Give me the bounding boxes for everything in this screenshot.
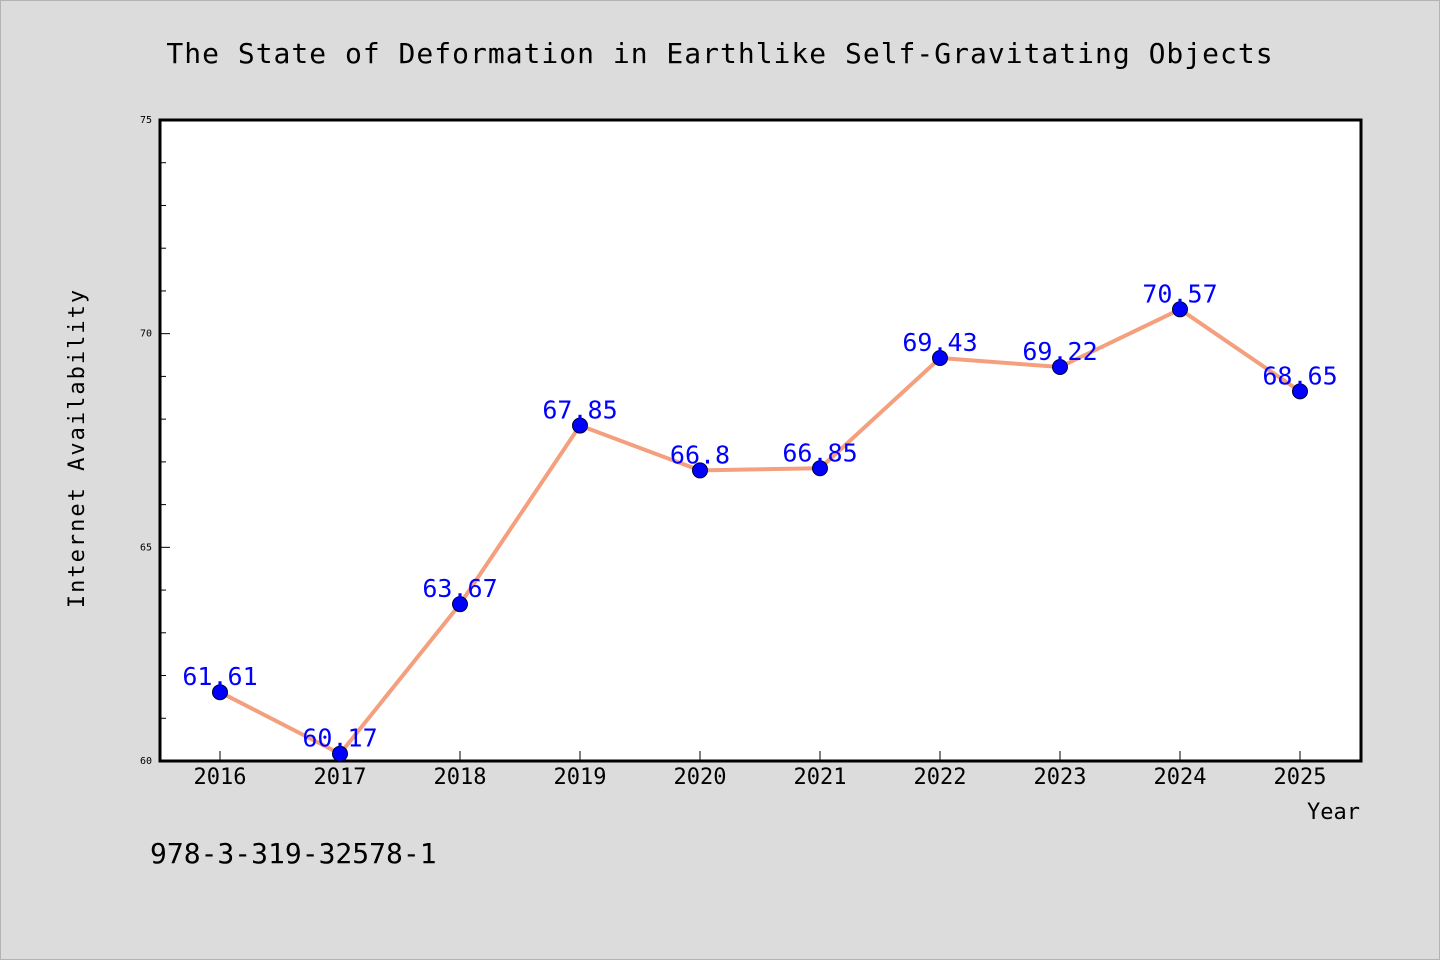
x-tick-label: 2018 xyxy=(434,765,487,790)
data-point xyxy=(572,417,588,434)
data-label: 68.65 xyxy=(1262,361,1337,390)
data-point xyxy=(1292,383,1308,400)
data-point xyxy=(932,350,948,367)
x-axis: 2016 2017 2018 2019 2020 2021 2022 2023 2024 2025 xyxy=(194,751,1327,790)
data-label: 61.61 xyxy=(182,662,257,691)
x-tick-label: 2025 xyxy=(1274,765,1327,790)
y-tick-label: 60 xyxy=(140,756,152,767)
data-point xyxy=(452,596,468,613)
data-point xyxy=(212,684,228,701)
x-axis-label: Year xyxy=(1307,800,1360,825)
data-label: 67.85 xyxy=(542,396,617,425)
data-label: 69.43 xyxy=(902,328,977,357)
x-tick-label: 2016 xyxy=(194,765,247,790)
x-tick-label: 2022 xyxy=(914,765,967,790)
data-point xyxy=(692,462,708,479)
isbn-code: 978-3-319-32578-1 xyxy=(150,837,437,870)
chart-title: The State of Deformation in Earthlike Se… xyxy=(166,37,1273,70)
data-label: 66.8 xyxy=(670,440,730,469)
data-label: 63.67 xyxy=(422,574,497,603)
data-label: 70.57 xyxy=(1142,279,1217,308)
y-axis: 60 65 70 75 xyxy=(140,115,170,767)
x-tick-label: 2023 xyxy=(1034,765,1087,790)
plot-area xyxy=(158,118,1363,763)
y-tick-label: 65 xyxy=(140,542,152,553)
data-label: 66.85 xyxy=(782,438,857,467)
x-tick-label: 2019 xyxy=(554,765,607,790)
data-point xyxy=(332,745,348,762)
data-label: 60.17 xyxy=(302,724,377,753)
series-layer: 61.61 60.17 63.67 67.85 66.8 66.85 69.43 69.22 7… xyxy=(182,279,1338,762)
data-point xyxy=(1172,301,1188,318)
y-axis-label: Internet Availability xyxy=(65,288,90,608)
y-tick-label: 70 xyxy=(140,329,152,340)
data-point xyxy=(1052,358,1068,375)
x-tick-label: 2020 xyxy=(674,765,727,790)
data-label: 69.22 xyxy=(1022,337,1097,366)
series-line xyxy=(219,307,1302,756)
data-point xyxy=(812,460,828,477)
x-tick-label: 2021 xyxy=(794,765,847,790)
x-tick-label: 2024 xyxy=(1154,765,1207,790)
x-tick-label: 2017 xyxy=(314,765,367,790)
y-tick-label: 75 xyxy=(140,115,152,126)
